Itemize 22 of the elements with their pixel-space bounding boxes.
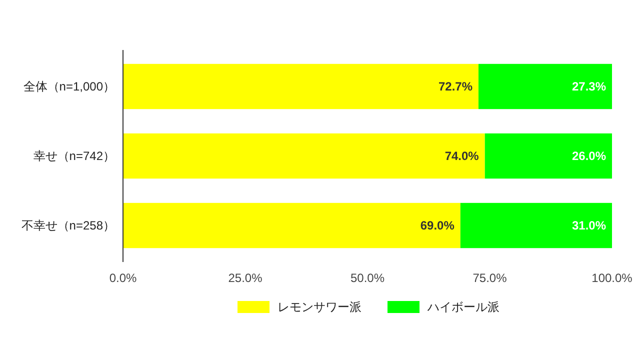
bar <box>484 133 612 179</box>
data-label: 74.0% <box>444 149 480 164</box>
legend-label: レモンサワー派 <box>278 300 362 314</box>
legend-label: ハイボール派 <box>426 300 500 314</box>
y-tick-label: 不幸せ（n=258） <box>21 218 115 233</box>
x-tick-label: 100.0% <box>592 271 633 285</box>
data-label: 69.0% <box>420 218 455 233</box>
x-tick-label: 0.0% <box>109 271 137 285</box>
data-label: 72.7% <box>438 80 473 94</box>
bar <box>460 202 612 248</box>
data-label: 26.0% <box>572 149 606 164</box>
data-label: 27.3% <box>572 80 606 94</box>
y-tick-label: 幸せ（n=742） <box>33 149 115 164</box>
x-tick-label: 75.0% <box>472 271 508 285</box>
y-tick-label: 全体（n=1,000） <box>23 80 115 94</box>
data-label: 31.0% <box>572 218 606 233</box>
x-tick-label: 25.0% <box>228 271 263 285</box>
bar <box>478 64 612 110</box>
bar <box>123 64 479 110</box>
bar <box>123 133 485 179</box>
x-tick-label: 50.0% <box>350 271 385 285</box>
bar <box>123 202 460 248</box>
